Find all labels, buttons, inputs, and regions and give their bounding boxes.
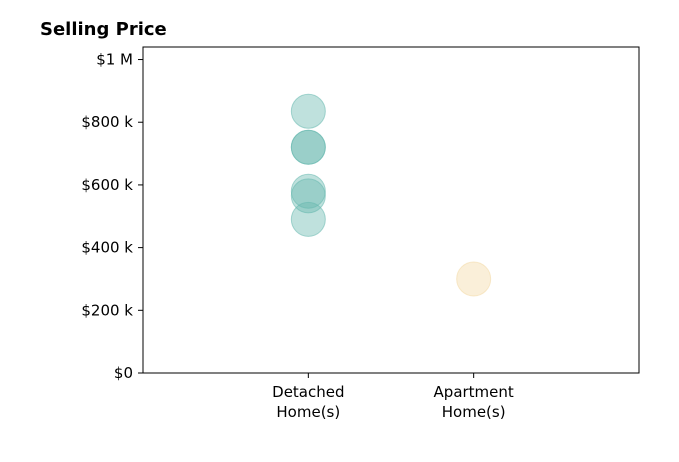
y-tick-label: $200 k [81,301,133,319]
x-tick-label: Detached Home(s) [272,383,344,421]
data-points [290,93,492,297]
scatter-point [290,173,326,209]
scatter-point [290,201,326,237]
plot-area-frame [142,46,640,374]
y-tick-label: $1 M [96,51,133,69]
chart-title: Selling Price [40,19,167,40]
y-tick-label: $0 [114,364,133,382]
scatter-point [290,93,326,129]
y-tick-label: $400 k [81,239,133,257]
y-tick-label: $600 k [81,176,133,194]
scatter-point [290,129,326,165]
x-tick-label: Apartment Home(s) [434,383,514,421]
scatter-point [456,261,492,297]
x-axis: Detached Home(s) Apartment Home(s) [272,373,514,421]
y-axis: $0 $200 k $400 k $600 k $800 k $1 M [81,51,143,382]
y-tick-label: $800 k [81,113,133,131]
